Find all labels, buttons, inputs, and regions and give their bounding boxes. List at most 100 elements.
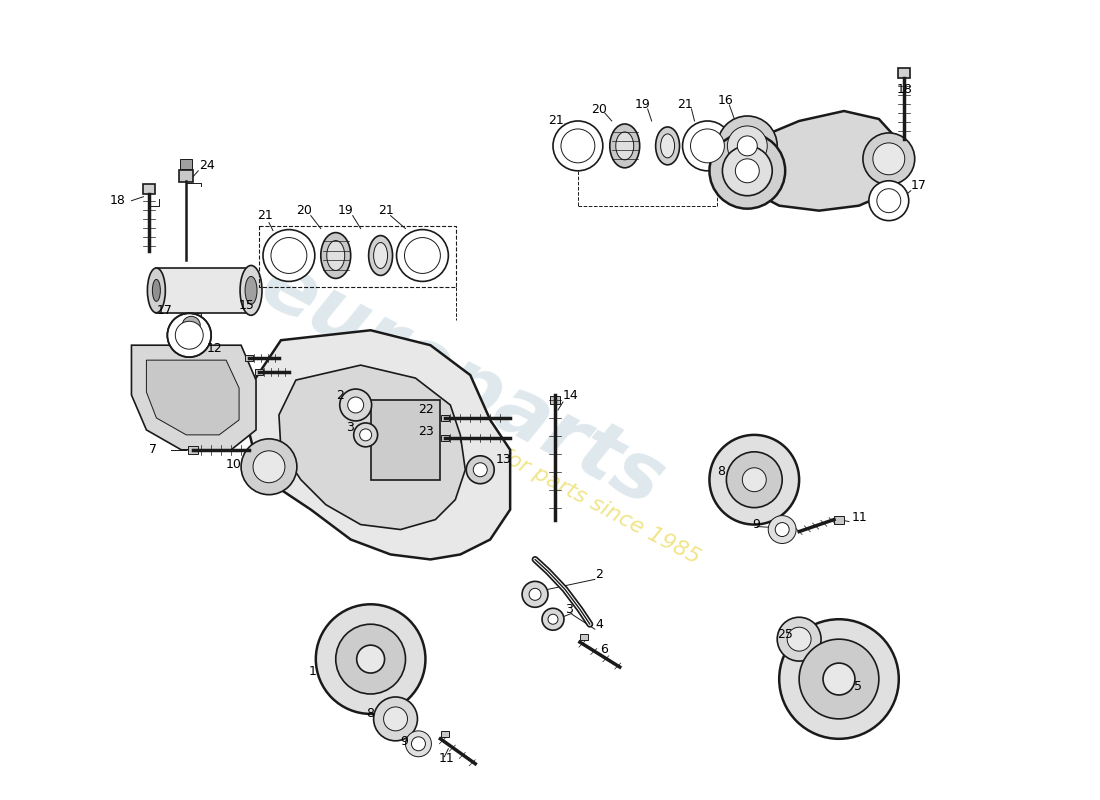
Circle shape [717,116,778,176]
Circle shape [737,136,757,156]
Circle shape [710,133,785,209]
Text: 4: 4 [596,618,604,630]
Circle shape [340,389,372,421]
Bar [898,68,910,78]
Text: 21: 21 [548,114,564,127]
Circle shape [253,451,285,482]
Text: 9: 9 [752,518,760,531]
Polygon shape [279,365,465,530]
Text: 19: 19 [338,204,353,217]
Text: 18: 18 [110,194,125,207]
Circle shape [736,159,759,182]
Ellipse shape [327,241,344,270]
Ellipse shape [368,235,393,275]
Text: 24: 24 [199,159,214,172]
Circle shape [723,146,772,196]
Text: 23: 23 [418,426,434,438]
Circle shape [823,663,855,695]
Bar [143,184,155,194]
Bar [179,170,194,182]
Circle shape [727,126,767,166]
Circle shape [356,645,385,673]
Text: 6: 6 [600,642,607,656]
Text: europarts: europarts [248,245,678,523]
Text: 1: 1 [309,665,317,678]
Circle shape [263,230,315,282]
Text: 8: 8 [365,707,374,721]
Circle shape [405,238,440,274]
Text: 3: 3 [565,602,573,616]
Text: 20: 20 [296,204,311,217]
Text: 17: 17 [156,304,173,317]
Bar [550,396,560,404]
Bar [180,159,192,169]
Circle shape [691,129,725,163]
Bar [255,369,263,375]
Ellipse shape [616,132,634,160]
Text: 11: 11 [439,752,454,766]
Text: 9: 9 [400,735,408,748]
Bar [371,400,440,480]
Circle shape [776,522,789,537]
Text: 22: 22 [418,403,434,417]
Text: 3: 3 [345,422,353,434]
Text: 10: 10 [227,458,242,471]
Circle shape [768,515,796,543]
Circle shape [167,314,211,357]
Circle shape [336,624,406,694]
Circle shape [788,627,811,651]
Ellipse shape [609,124,640,168]
Circle shape [548,614,558,624]
Text: 14: 14 [563,389,579,402]
Circle shape [529,588,541,600]
Polygon shape [739,111,904,210]
Ellipse shape [245,277,257,304]
Circle shape [561,129,595,163]
Circle shape [869,181,909,221]
Polygon shape [246,330,510,559]
Circle shape [374,697,418,741]
Ellipse shape [661,134,674,158]
Bar [156,269,251,314]
Text: 19: 19 [635,98,650,110]
Circle shape [271,238,307,274]
Ellipse shape [153,279,161,302]
Text: 20: 20 [591,102,607,115]
Bar [441,435,450,441]
Ellipse shape [240,266,262,315]
Bar [834,515,844,523]
Text: 2: 2 [595,568,603,581]
Circle shape [553,121,603,170]
Text: 17: 17 [911,179,926,192]
Circle shape [316,604,426,714]
Bar [188,446,198,454]
Circle shape [522,582,548,607]
Text: 18: 18 [896,82,913,95]
Text: 21: 21 [257,209,273,222]
Text: 11: 11 [851,511,868,524]
Circle shape [411,737,426,750]
Text: 15: 15 [239,299,255,312]
Circle shape [779,619,899,739]
Circle shape [726,452,782,508]
Circle shape [682,121,733,170]
Circle shape [862,133,915,185]
Circle shape [354,423,377,447]
Polygon shape [132,345,256,450]
Text: 7: 7 [150,443,157,456]
Circle shape [877,189,901,213]
Circle shape [873,143,905,174]
Text: 21: 21 [678,98,693,110]
Ellipse shape [374,242,387,269]
Circle shape [406,731,431,757]
Text: 21: 21 [378,204,394,217]
Circle shape [710,435,799,525]
Bar [441,731,450,737]
Circle shape [360,429,372,441]
Bar [182,314,201,331]
Ellipse shape [147,268,165,313]
Bar [580,634,587,640]
Text: 13: 13 [495,454,510,466]
Text: 5: 5 [854,681,862,694]
Ellipse shape [656,127,680,165]
